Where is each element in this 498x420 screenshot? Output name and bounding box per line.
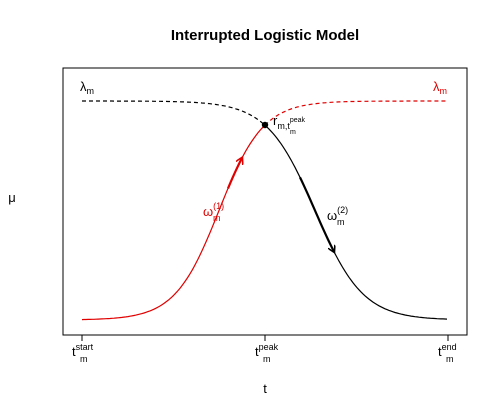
label-base: λ [433,79,440,94]
x-tick-sub: m [263,354,271,364]
omega-1-sub: m [213,213,221,223]
omega-2-label: ω(2) [327,205,348,223]
label-sup: (2) [337,205,348,215]
r-peak-subsub: m [290,129,296,136]
label-sub: m,t [277,121,290,131]
chart-title: Interrupted Logistic Model [171,27,359,44]
lambda-left: λm [80,79,94,96]
label-base: ω [327,208,337,223]
x-tick-label: tpeak [255,342,279,359]
label-base: t [72,344,76,359]
label-sub: m [440,86,448,96]
x-tick-label: tend [438,342,457,359]
y-axis-label: μ [8,190,16,205]
omega-1-arrow [226,158,242,189]
label-base: ω [203,204,213,219]
x-tick-sub: m [446,354,454,364]
x-axis-label: t [263,381,267,396]
curves [81,100,448,321]
plot-frame [62,67,468,336]
label-sup: peak [290,117,306,124]
label-base: λ [80,79,87,94]
omega-1-label: ω(1) [203,201,224,219]
r-peak-label: rm,tpeak [273,113,306,131]
label-sub: m [87,86,95,96]
peak-point [261,121,269,129]
x-tick-label: tstart [72,342,94,359]
label-base: t [255,344,259,359]
x-tick-sub: m [80,354,88,364]
label-sup: start [76,342,94,352]
fall-curve [264,124,448,320]
label-sup: end [442,342,457,352]
label-sup: peak [259,342,279,352]
label-base: t [438,344,442,359]
lambda-right: λm [433,79,447,96]
fall-precursor [82,100,265,125]
omega-2-sub: m [337,217,345,227]
rise-continuation [264,100,447,126]
rise-curve [81,125,265,321]
label-base: r [273,113,278,128]
omega-2-arrow [299,176,334,251]
label-sup: (1) [213,201,224,211]
